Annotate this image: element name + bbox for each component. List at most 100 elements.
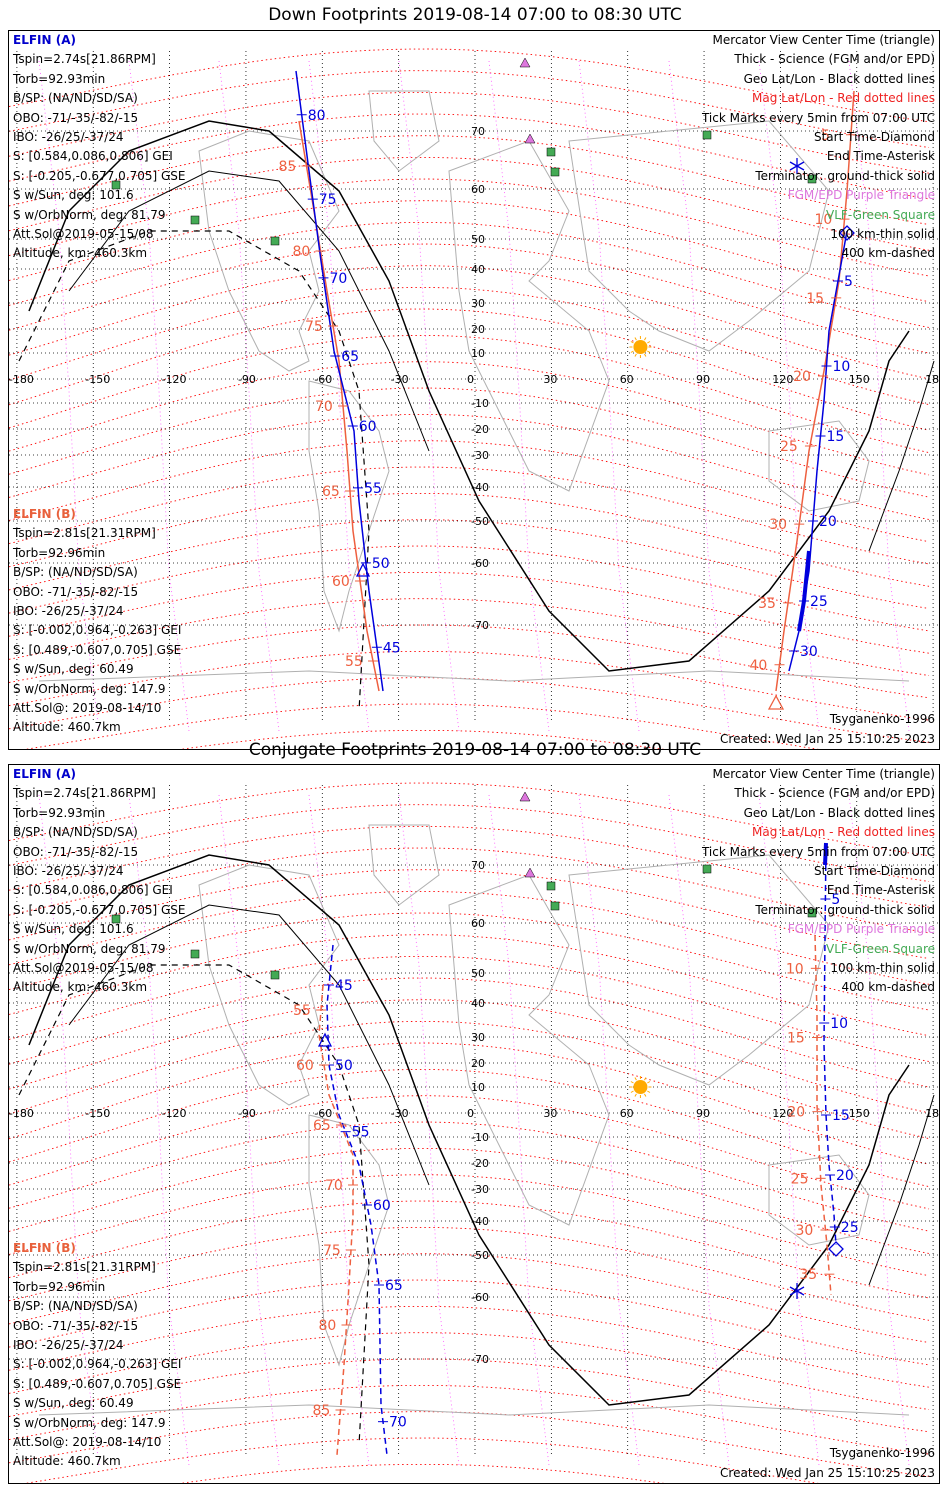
elfin-a-east-time-label: 10: [833, 359, 851, 375]
sun-ray: [643, 337, 647, 341]
elfin-b-info-line: S w/Sun, deg: 60.49: [13, 1396, 134, 1411]
elfin-a-info-line: Att.Sol@2019-05-15/08: [13, 961, 154, 976]
down-footprints-map: -180 -150 -120 -90 -60 -30 0 30 60 90 120 150 180 70 6…: [8, 30, 940, 750]
elfin-b-west-time-label: 80: [319, 1318, 337, 1334]
elfin-b-east-time-label: 10: [786, 961, 804, 977]
legend-entry: 400 km-dashed: [841, 980, 935, 995]
latitude-tick-label: 40: [471, 263, 485, 276]
longitude-tick-label: 90: [696, 1107, 710, 1120]
elfin-a-west-time-label: 45: [383, 640, 401, 656]
latitude-tick-label: -60: [471, 557, 489, 570]
magnetic-longitude-line: [488, 60, 550, 732]
elfin-b-info-line: IBO: -26/25/-37/24: [13, 1338, 124, 1353]
elfin-b-west-time-label: 70: [315, 399, 333, 415]
elfin-b-west-time-label: 60: [332, 574, 350, 590]
longitude-tick-label: -60: [314, 1107, 332, 1120]
asterisk-stroke: [789, 161, 805, 171]
elfin-a-info: ELFIN (A) Tspin=2.74s[21.86RPM] Torb=92.93…: [13, 31, 186, 264]
magnetic-longitude-line: [488, 794, 550, 1466]
start-time-diamond: [828, 1241, 844, 1257]
latitude-tick-label: 50: [471, 967, 485, 980]
vlf-station-square: [270, 236, 280, 246]
latitude-tick-label: 10: [471, 347, 485, 360]
magnetic-latitude-line: [9, 178, 930, 277]
elfin-a-west-time-label: 50: [372, 556, 390, 572]
vlf-station-square: [190, 215, 200, 225]
elfin-a-info-line: Tspin=2.74s[21.86RPM]: [13, 786, 156, 801]
longitude-tick-label: -30: [391, 373, 409, 386]
longitude-tick-label: 60: [620, 1107, 634, 1120]
latitude-tick-label: 10: [471, 1081, 485, 1094]
longitude-tick-label: 180: [925, 1107, 940, 1120]
legend-entry: Geo Lat/Lon - Black dotted lines: [743, 805, 935, 820]
elfin-a-west-time-label: 60: [359, 419, 377, 435]
vlf-station-square: [546, 881, 556, 891]
elfin-b-info-line: IBO: -26/25/-37/24: [13, 604, 124, 619]
model-and-created: Tsyganenko-1996 Created: Wed Jan 25 15:10…: [720, 710, 935, 749]
antarctica-coast: [38, 670, 910, 682]
sun-ray: [630, 1081, 634, 1084]
latitude-tick-label: -50: [471, 1249, 489, 1262]
magnetic-latitude-line: [9, 221, 930, 328]
magnetic-latitude-line: [9, 782, 930, 857]
elfin-a-west-time-label: 55: [364, 481, 382, 497]
map-canvas: -180 -150 -120 -90 -60 -30 0 30 60 90 120 150 180 70 6…: [9, 782, 940, 1483]
asia-coast: [568, 120, 830, 352]
vlf-station-square: [807, 174, 817, 184]
magnetic-latitude-line: [9, 519, 930, 610]
south-america-coast: [308, 380, 390, 633]
elfin-b-altitude: Altitude: 460.7km: [13, 1454, 121, 1469]
magnetic-longitude-line: [398, 794, 460, 1466]
latitude-tick-label: -10: [471, 397, 489, 410]
terminator-ground-line: [28, 854, 910, 1406]
end-time-asterisk: [789, 158, 805, 174]
elfin-a-center-triangle: [355, 562, 371, 577]
sun-ray: [630, 341, 634, 344]
elfin-a-info-line: Altitude, km: 460.3km: [13, 246, 148, 261]
magnetic-latitude-line: [9, 934, 930, 1037]
elfin-a-info-line: IBO: -26/25/-37/24: [13, 130, 124, 145]
elfin-b-east-time-label: 15: [787, 1031, 805, 1047]
fgm-epd-triangle: [524, 133, 536, 144]
elfin-a-name: ELFIN (A): [13, 33, 76, 47]
latitude-tick-label: -40: [471, 481, 489, 494]
elfin-b-east-time-label: 15: [806, 291, 824, 307]
elfin-b-info-line: S: [0.489,-0.607,0.705] GSE: [13, 642, 182, 657]
legend-entry: Tick Marks every 5min from 07:00 UTC: [701, 844, 935, 859]
sun-ray: [647, 350, 651, 353]
australia-coast: [768, 420, 870, 512]
sun-ray: [647, 1090, 651, 1093]
vlf-station-square: [702, 864, 712, 874]
magnetic-latitude-line: [9, 869, 930, 960]
latitude-tick-label: -50: [471, 515, 489, 528]
sun-ray: [643, 353, 647, 357]
elfin-a-info-line: Torb=92.93min: [13, 71, 106, 86]
longitude-tick-label: 120: [772, 1107, 793, 1120]
model-and-created: Tsyganenko-1996 Created: Wed Jan 25 15:10…: [720, 1444, 935, 1483]
coastlines: [38, 90, 910, 682]
elfin-b-info-line: Att.Sol@: 2019-08-14/10: [13, 701, 162, 716]
sun-disc: [633, 340, 648, 354]
model-name: Tsyganenko-1996: [829, 712, 935, 727]
elfin-b-west-time-label: 65: [313, 1118, 331, 1134]
elfin-b-east-time-label: 30: [796, 1223, 814, 1239]
magnetic-longitude-line: [398, 60, 460, 732]
elfin-a-info-line: Tspin=2.74s[21.86RPM]: [13, 52, 156, 67]
latitude-tick-label: -60: [471, 1291, 489, 1304]
longitude-tick-label: 90: [696, 373, 710, 386]
sun-ray: [630, 350, 634, 353]
magnetic-latitude-line: [9, 1068, 930, 1188]
elfin-a-info-line: S w/Sun, deg: 101.6: [13, 922, 134, 937]
latitude-tick-label: 70: [471, 859, 485, 872]
elfin-b-info-line: Torb=92.96min: [13, 1279, 106, 1294]
axis-labels: -180 -150 -120 -90 -60 -30 0 30 60 90 120 150 180 70 6…: [9, 859, 940, 1366]
elfin-a-east-time-label: 20: [836, 1168, 854, 1184]
elfin-b-info-line: B/SP: (NA/ND/SD/SA): [13, 565, 138, 580]
sun-ray: [647, 1081, 651, 1084]
legend-entry: FGM/EPD Purple Triangle: [787, 922, 935, 937]
magnetic-latitude-line: [9, 492, 930, 587]
legend-entry: Tick Marks every 5min from 07:00 UTC: [701, 110, 935, 125]
sun-icon: [629, 1076, 652, 1098]
elfin-b-track-east: [775, 90, 855, 692]
magnetic-latitude-line: [9, 1253, 930, 1344]
